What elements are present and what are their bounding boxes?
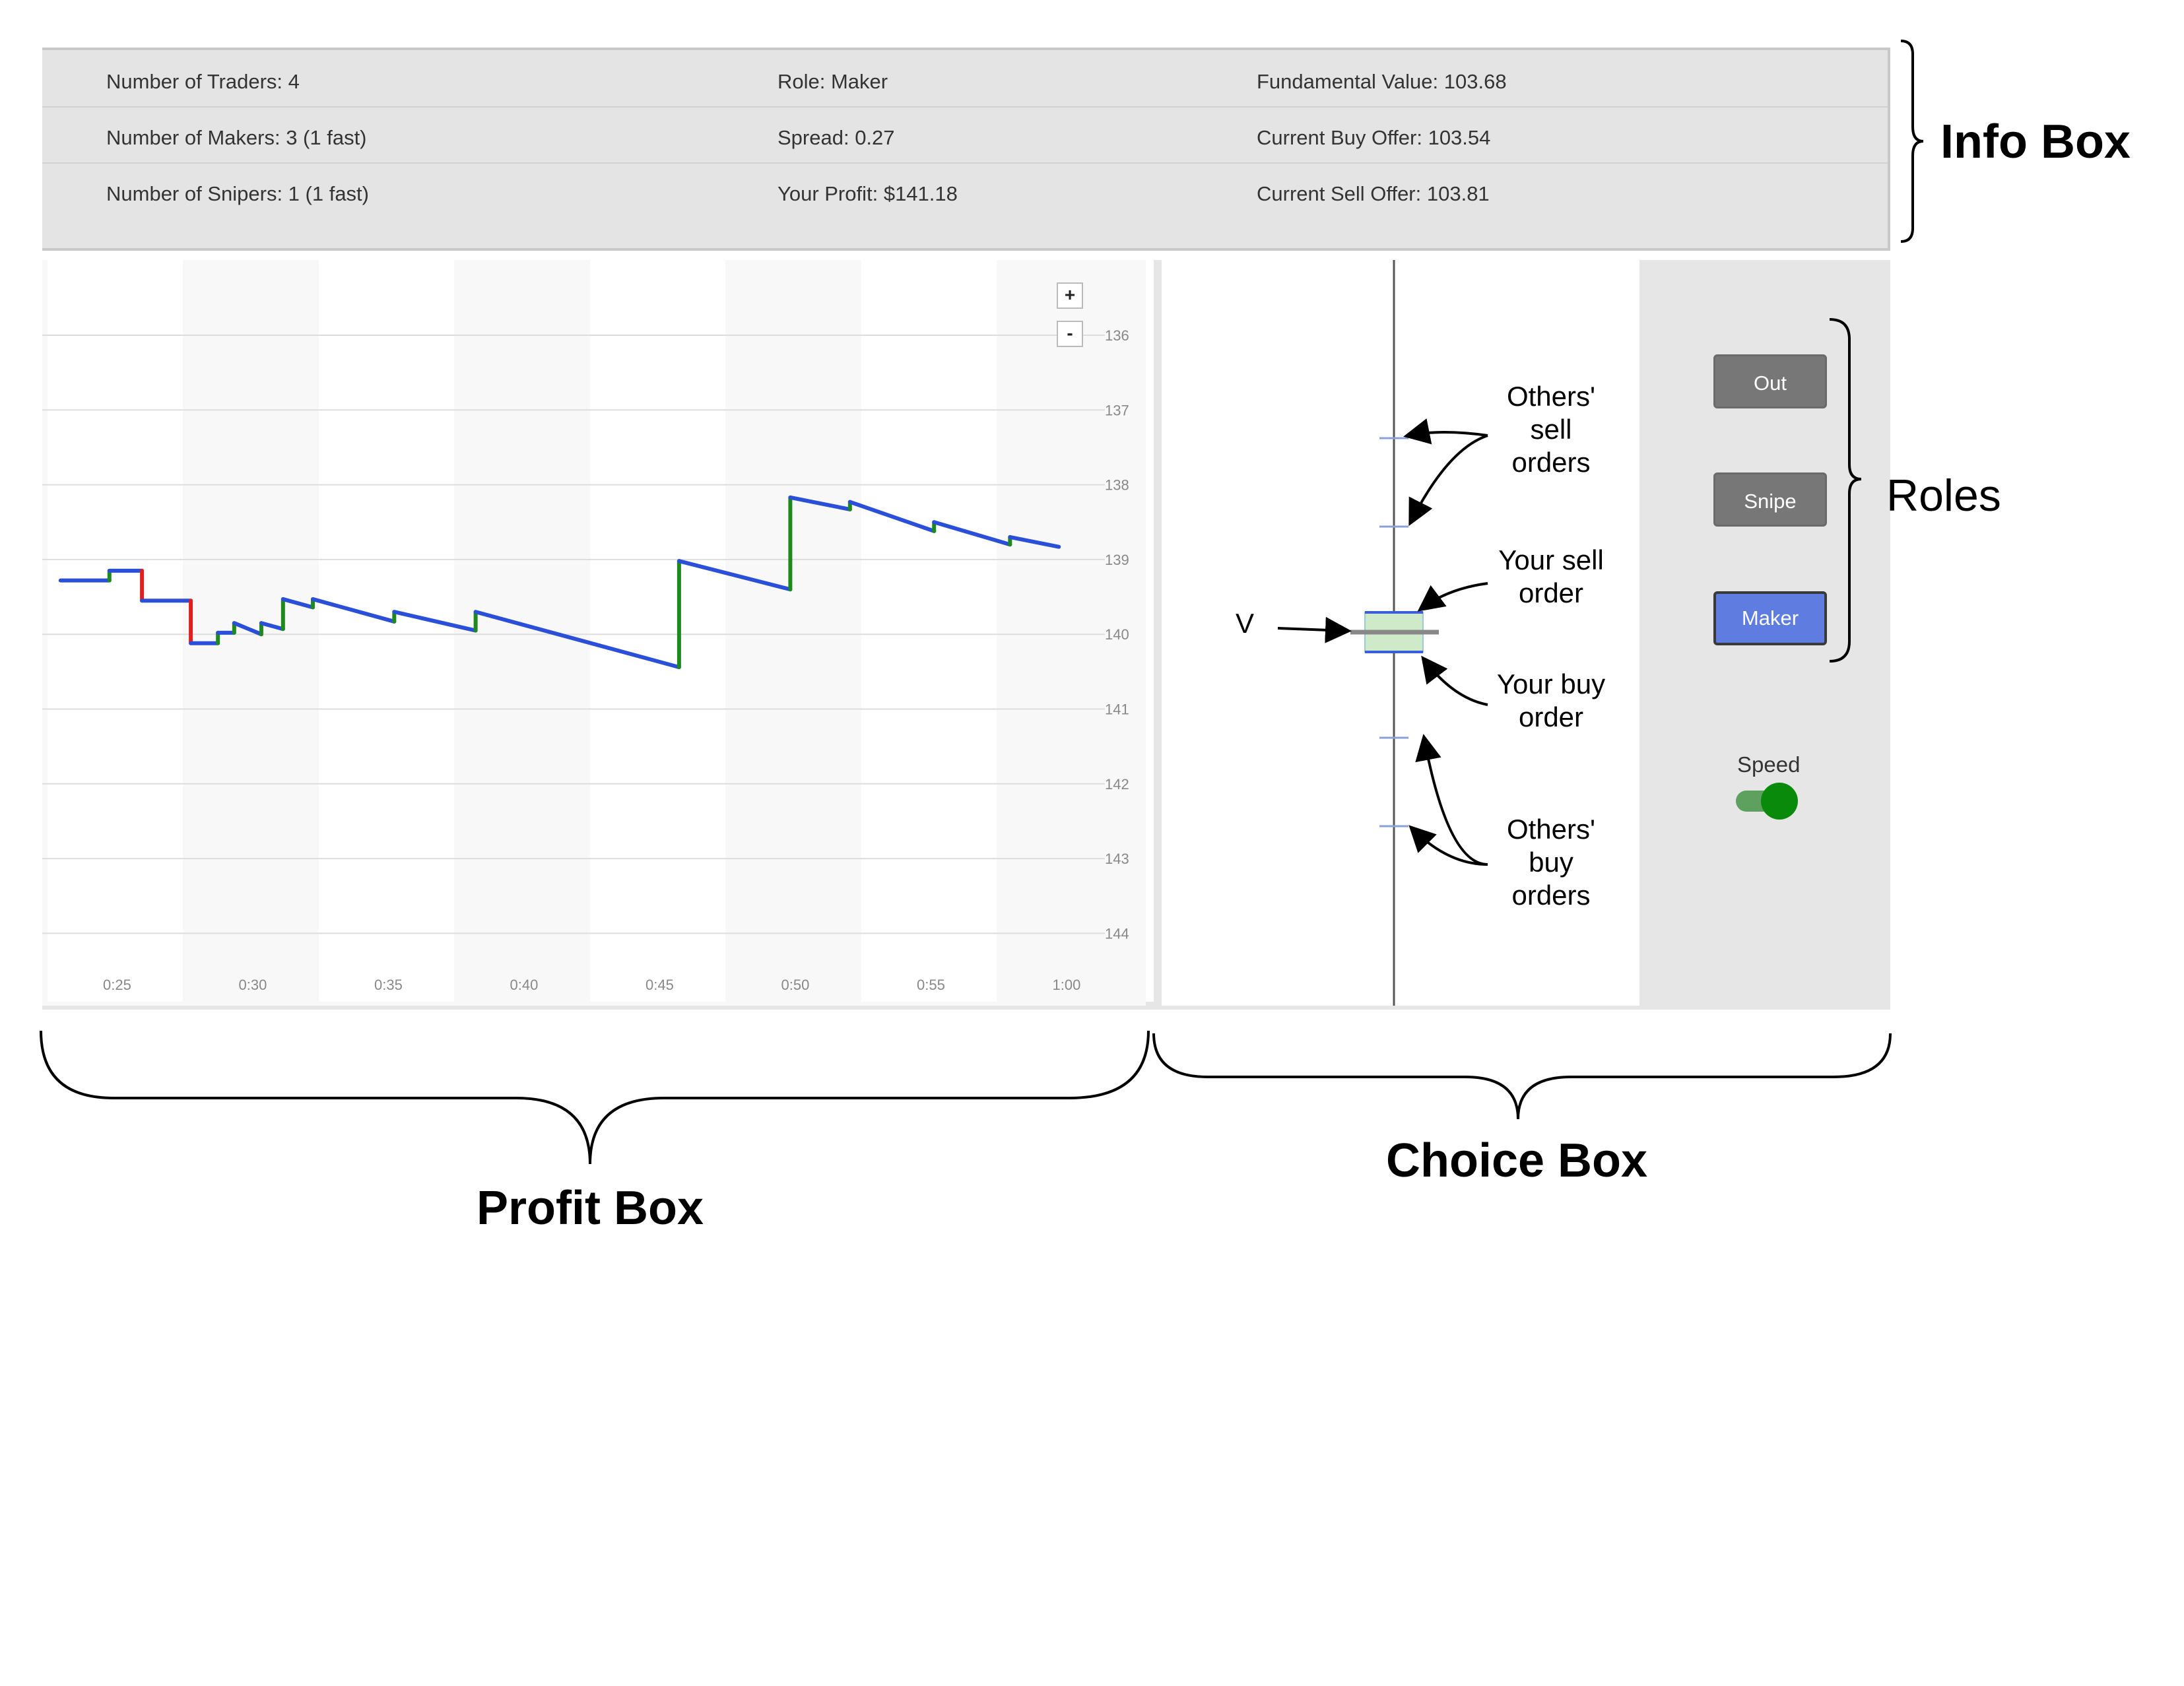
others-buy-orders-label: Others' buy orders bbox=[1485, 813, 1617, 912]
choice-box-brace bbox=[1154, 1033, 1890, 1119]
v-arrow bbox=[1278, 628, 1346, 631]
others-sell-arrow bbox=[1411, 436, 1488, 521]
roles-brace bbox=[1830, 319, 1861, 661]
profit-box-annotation: Profit Box bbox=[477, 1181, 704, 1235]
info-box-annotation: Info Box bbox=[1940, 115, 2131, 169]
your-buy-order-label: Your buy order bbox=[1478, 668, 1624, 734]
others-sell-arrow bbox=[1408, 432, 1488, 436]
roles-annotation: Roles bbox=[1886, 470, 2001, 521]
info-box-brace bbox=[1901, 41, 1923, 242]
your-sell-order-label: Your sell order bbox=[1478, 544, 1624, 610]
v-label: V bbox=[1232, 607, 1258, 640]
your-sell-arrow bbox=[1422, 583, 1488, 608]
others-sell-orders-label: Others' sell orders bbox=[1485, 380, 1617, 479]
choice-box-annotation: Choice Box bbox=[1386, 1134, 1647, 1188]
profit-box-brace bbox=[41, 1031, 1148, 1164]
others-buy-arrow bbox=[1412, 829, 1488, 864]
